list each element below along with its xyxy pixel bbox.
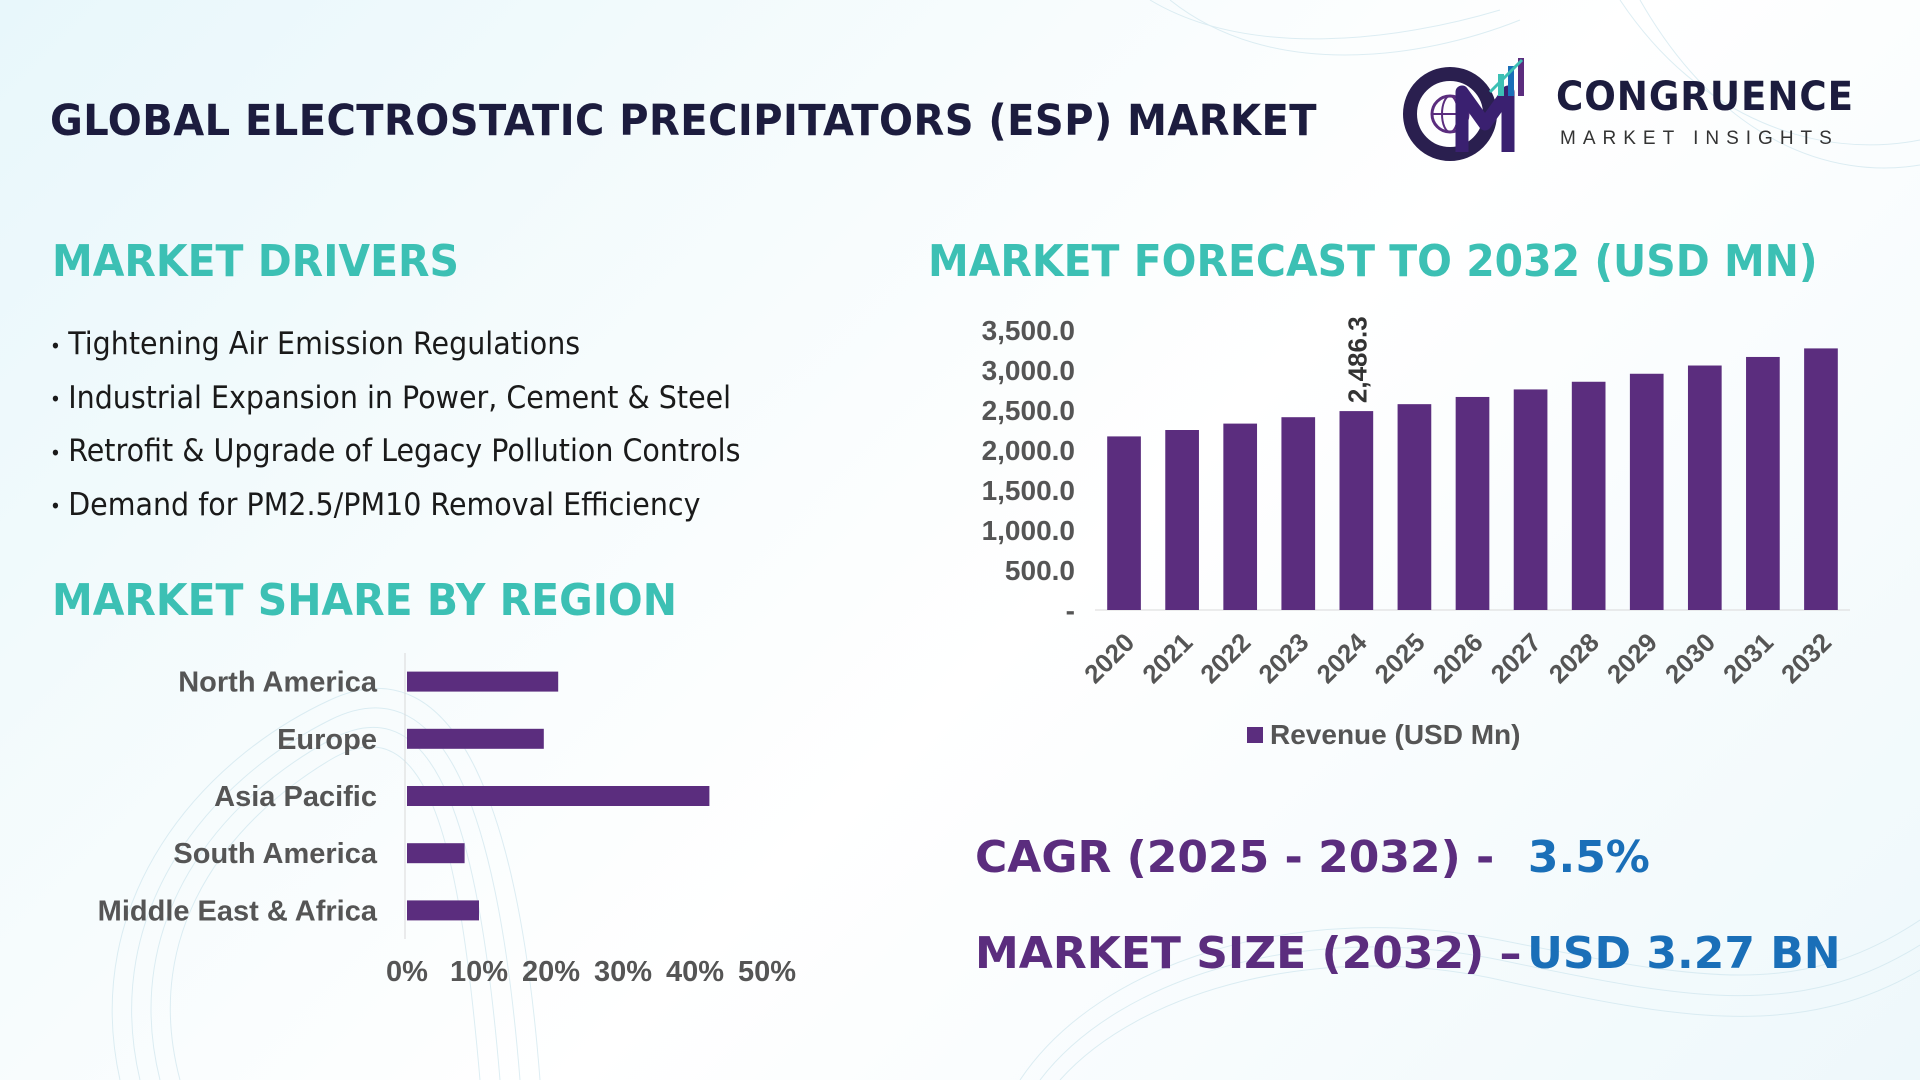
- list-item: • Demand for PM2.5/PM10 Removal Efficienc…: [50, 483, 740, 537]
- bullet: •: [50, 440, 61, 465]
- data-label: 2,486.3: [1342, 316, 1372, 403]
- bar: [1455, 396, 1490, 610]
- x-tick-label: 2022: [1194, 627, 1256, 689]
- x-tick-label: 20%: [522, 956, 580, 988]
- y-tick-label: 3,500.0: [982, 315, 1075, 346]
- legend-label: Revenue (USD Mn): [1270, 719, 1520, 750]
- bar: [407, 671, 559, 692]
- y-tick-label: 500.0: [1005, 555, 1075, 586]
- bar: [1804, 348, 1838, 610]
- bullet: •: [50, 494, 61, 518]
- bar: [1339, 411, 1374, 610]
- y-tick-label: 1,000.0: [982, 515, 1075, 546]
- market-size-value: USD 3.27 BN: [1527, 928, 1841, 979]
- bar: [407, 786, 710, 806]
- list-item: • Industrial Expansion in Power, Cement &…: [50, 376, 740, 430]
- x-tick-label: 2024: [1310, 627, 1372, 689]
- driver-text: Retrofit & Upgrade of Legacy Pollution C…: [68, 433, 741, 469]
- x-tick-label: 40%: [666, 956, 724, 988]
- x-tick-label: 2020: [1078, 627, 1140, 689]
- bar: [407, 900, 479, 921]
- x-tick-label: 2021: [1136, 627, 1198, 689]
- bullet: •: [50, 387, 61, 411]
- page-title: GLOBAL ELECTROSTATIC PRECIPITATORS (ESP)…: [50, 96, 1318, 146]
- bar: [1223, 423, 1258, 610]
- driver-text: Tightening Air Emission Regulations: [68, 326, 581, 362]
- y-tick-label: Asia Pacific: [214, 781, 377, 813]
- y-tick-label: 3,000.0: [982, 355, 1075, 386]
- bar: [1687, 365, 1722, 610]
- cm-globe-logo-icon: [1403, 58, 1524, 161]
- market-size-label: MARKET SIZE (2032) –: [975, 928, 1522, 979]
- bar: [1397, 404, 1432, 610]
- drivers-list: • Tightening Air Emission Regulations • In…: [50, 322, 800, 536]
- y-tick-label: -: [1066, 595, 1075, 626]
- y-tick-label: 2,000.0: [982, 435, 1075, 466]
- cagr-label: CAGR (2025 - 2032) -: [975, 832, 1495, 883]
- bar: [1513, 389, 1548, 610]
- bar: [1165, 430, 1199, 610]
- logo-name: CONGRUENCE: [1556, 74, 1855, 120]
- x-tick-label: 2029: [1601, 627, 1663, 689]
- region-heading: MARKET SHARE BY REGION: [52, 575, 677, 626]
- market-size-stat: MARKET SIZE (2032) – USD 3.27 BN: [975, 928, 1841, 979]
- bar: [1746, 356, 1780, 610]
- legend-swatch: [1247, 727, 1263, 743]
- x-tick-label: 2032: [1775, 627, 1837, 689]
- x-tick-label: 2030: [1659, 627, 1721, 689]
- list-item: • Tightening Air Emission Regulations: [50, 322, 740, 376]
- driver-text: Demand for PM2.5/PM10 Removal Efficiency: [68, 486, 701, 523]
- driver-text: Industrial Expansion in Power, Cement & …: [68, 379, 732, 416]
- bar: [1107, 436, 1141, 610]
- y-tick-label: 2,500.0: [982, 395, 1075, 426]
- x-tick-label: 2027: [1485, 627, 1547, 689]
- drivers-heading: MARKET DRIVERS: [52, 236, 460, 287]
- y-tick-label: Middle East & Africa: [98, 895, 378, 927]
- list-item: • Retrofit & Upgrade of Legacy Pollution …: [50, 429, 740, 483]
- y-tick-label: South America: [173, 838, 377, 870]
- y-tick-label: 1,500.0: [982, 475, 1075, 506]
- bar: [407, 728, 544, 749]
- x-tick-label: 30%: [594, 956, 652, 988]
- y-tick-label: Europe: [277, 724, 377, 756]
- bar: [407, 843, 465, 864]
- x-tick-label: 2023: [1252, 627, 1314, 689]
- bar: [1571, 381, 1606, 610]
- x-tick-label: 50%: [738, 956, 796, 988]
- x-tick-label: 0%: [386, 956, 428, 988]
- forecast-heading: MARKET FORECAST TO 2032 (USD MN): [928, 236, 1818, 287]
- x-tick-label: 10%: [450, 956, 508, 988]
- bar: [1629, 373, 1664, 610]
- y-tick-label: North America: [178, 667, 378, 699]
- x-tick-label: 2031: [1717, 627, 1779, 689]
- cagr-value: 3.5%: [1527, 832, 1650, 883]
- company-logo: CONGRUENCE MARKET INSIGHTS: [1400, 52, 1880, 162]
- bullet: •: [50, 333, 61, 358]
- x-tick-label: 2025: [1369, 627, 1431, 689]
- cagr-stat: CAGR (2025 - 2032) - 3.5%: [975, 832, 1650, 883]
- x-tick-label: 2028: [1543, 627, 1605, 689]
- region-share-chart: North America Europe Asia Pacific South Ame…: [98, 653, 796, 988]
- forecast-chart: - 500.0 1,000.0 1,500.0 2,000.0 2,500.0 3,000.…: [982, 315, 1850, 750]
- logo-subtitle: MARKET INSIGHTS: [1560, 128, 1839, 149]
- bar: [1281, 417, 1316, 610]
- x-tick-label: 2026: [1427, 627, 1489, 689]
